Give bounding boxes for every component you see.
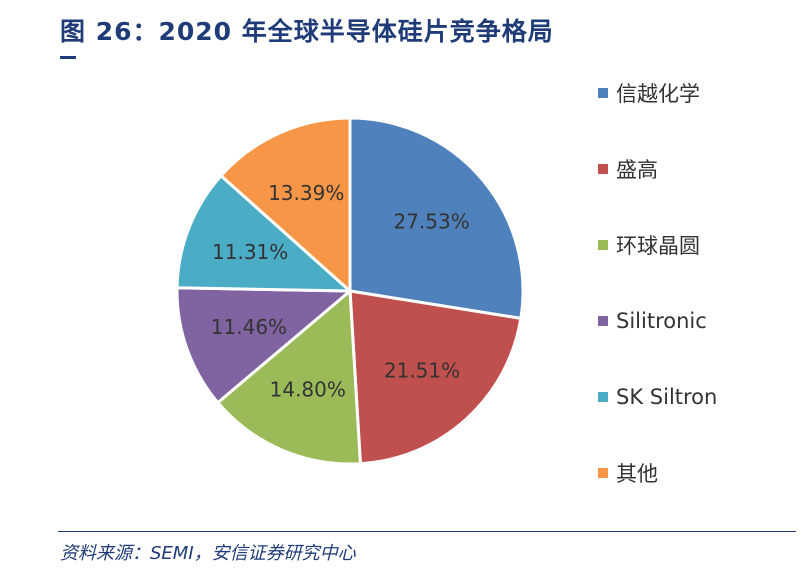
pie-slice-1 (348, 289, 523, 466)
slice-data-label-4: 11.31% (212, 240, 288, 264)
slice-data-label-3: 11.46% (211, 315, 287, 339)
slice-data-label-0: 27.53% (393, 209, 469, 233)
legend-swatch-0 (598, 88, 608, 98)
figure-title: 图 26：2020 年全球半导体硅片竞争格局 (60, 17, 554, 46)
legend-item-5: 其他 (598, 458, 658, 488)
footer-divider (58, 531, 796, 532)
slice-data-label-5: 13.39% (268, 181, 344, 205)
slice-data-label-2: 14.80% (270, 378, 346, 402)
legend-label-3: Silitronic (616, 309, 707, 333)
slice-data-label-1: 21.51% (384, 358, 460, 382)
legend-swatch-3 (598, 316, 608, 326)
source-note: 资料来源：SEMI，安信证券研究中心 (60, 543, 356, 564)
legend-label-5: 其他 (616, 462, 658, 486)
pie-slice-2 (216, 289, 362, 466)
pie-chart: 27.53% 21.51% 14.80% 11.46% 11.31% 13.39% (175, 116, 525, 466)
pie-slice-3 (175, 286, 352, 405)
legend-item-2: 环球晶圆 (598, 230, 700, 260)
legend-item-0: 信越化学 (598, 78, 700, 108)
legend-label-4: SK Siltron (616, 385, 718, 409)
legend-item-4: SK Siltron (598, 382, 717, 412)
legend-swatch-1 (598, 164, 608, 174)
legend-swatch-2 (598, 240, 608, 250)
legend-label-2: 环球晶圆 (616, 234, 700, 258)
legend-item-1: 盛高 (598, 154, 658, 184)
title-underline (60, 56, 76, 59)
pie-slice-4 (175, 174, 352, 293)
pie-slice-5 (219, 116, 352, 293)
legend-label-0: 信越化学 (616, 82, 700, 106)
legend-item-3: Silitronic (598, 306, 707, 336)
legend-swatch-4 (598, 392, 608, 402)
pie-slice-0 (348, 116, 525, 320)
legend-swatch-5 (598, 468, 608, 478)
legend-label-1: 盛高 (616, 158, 658, 182)
